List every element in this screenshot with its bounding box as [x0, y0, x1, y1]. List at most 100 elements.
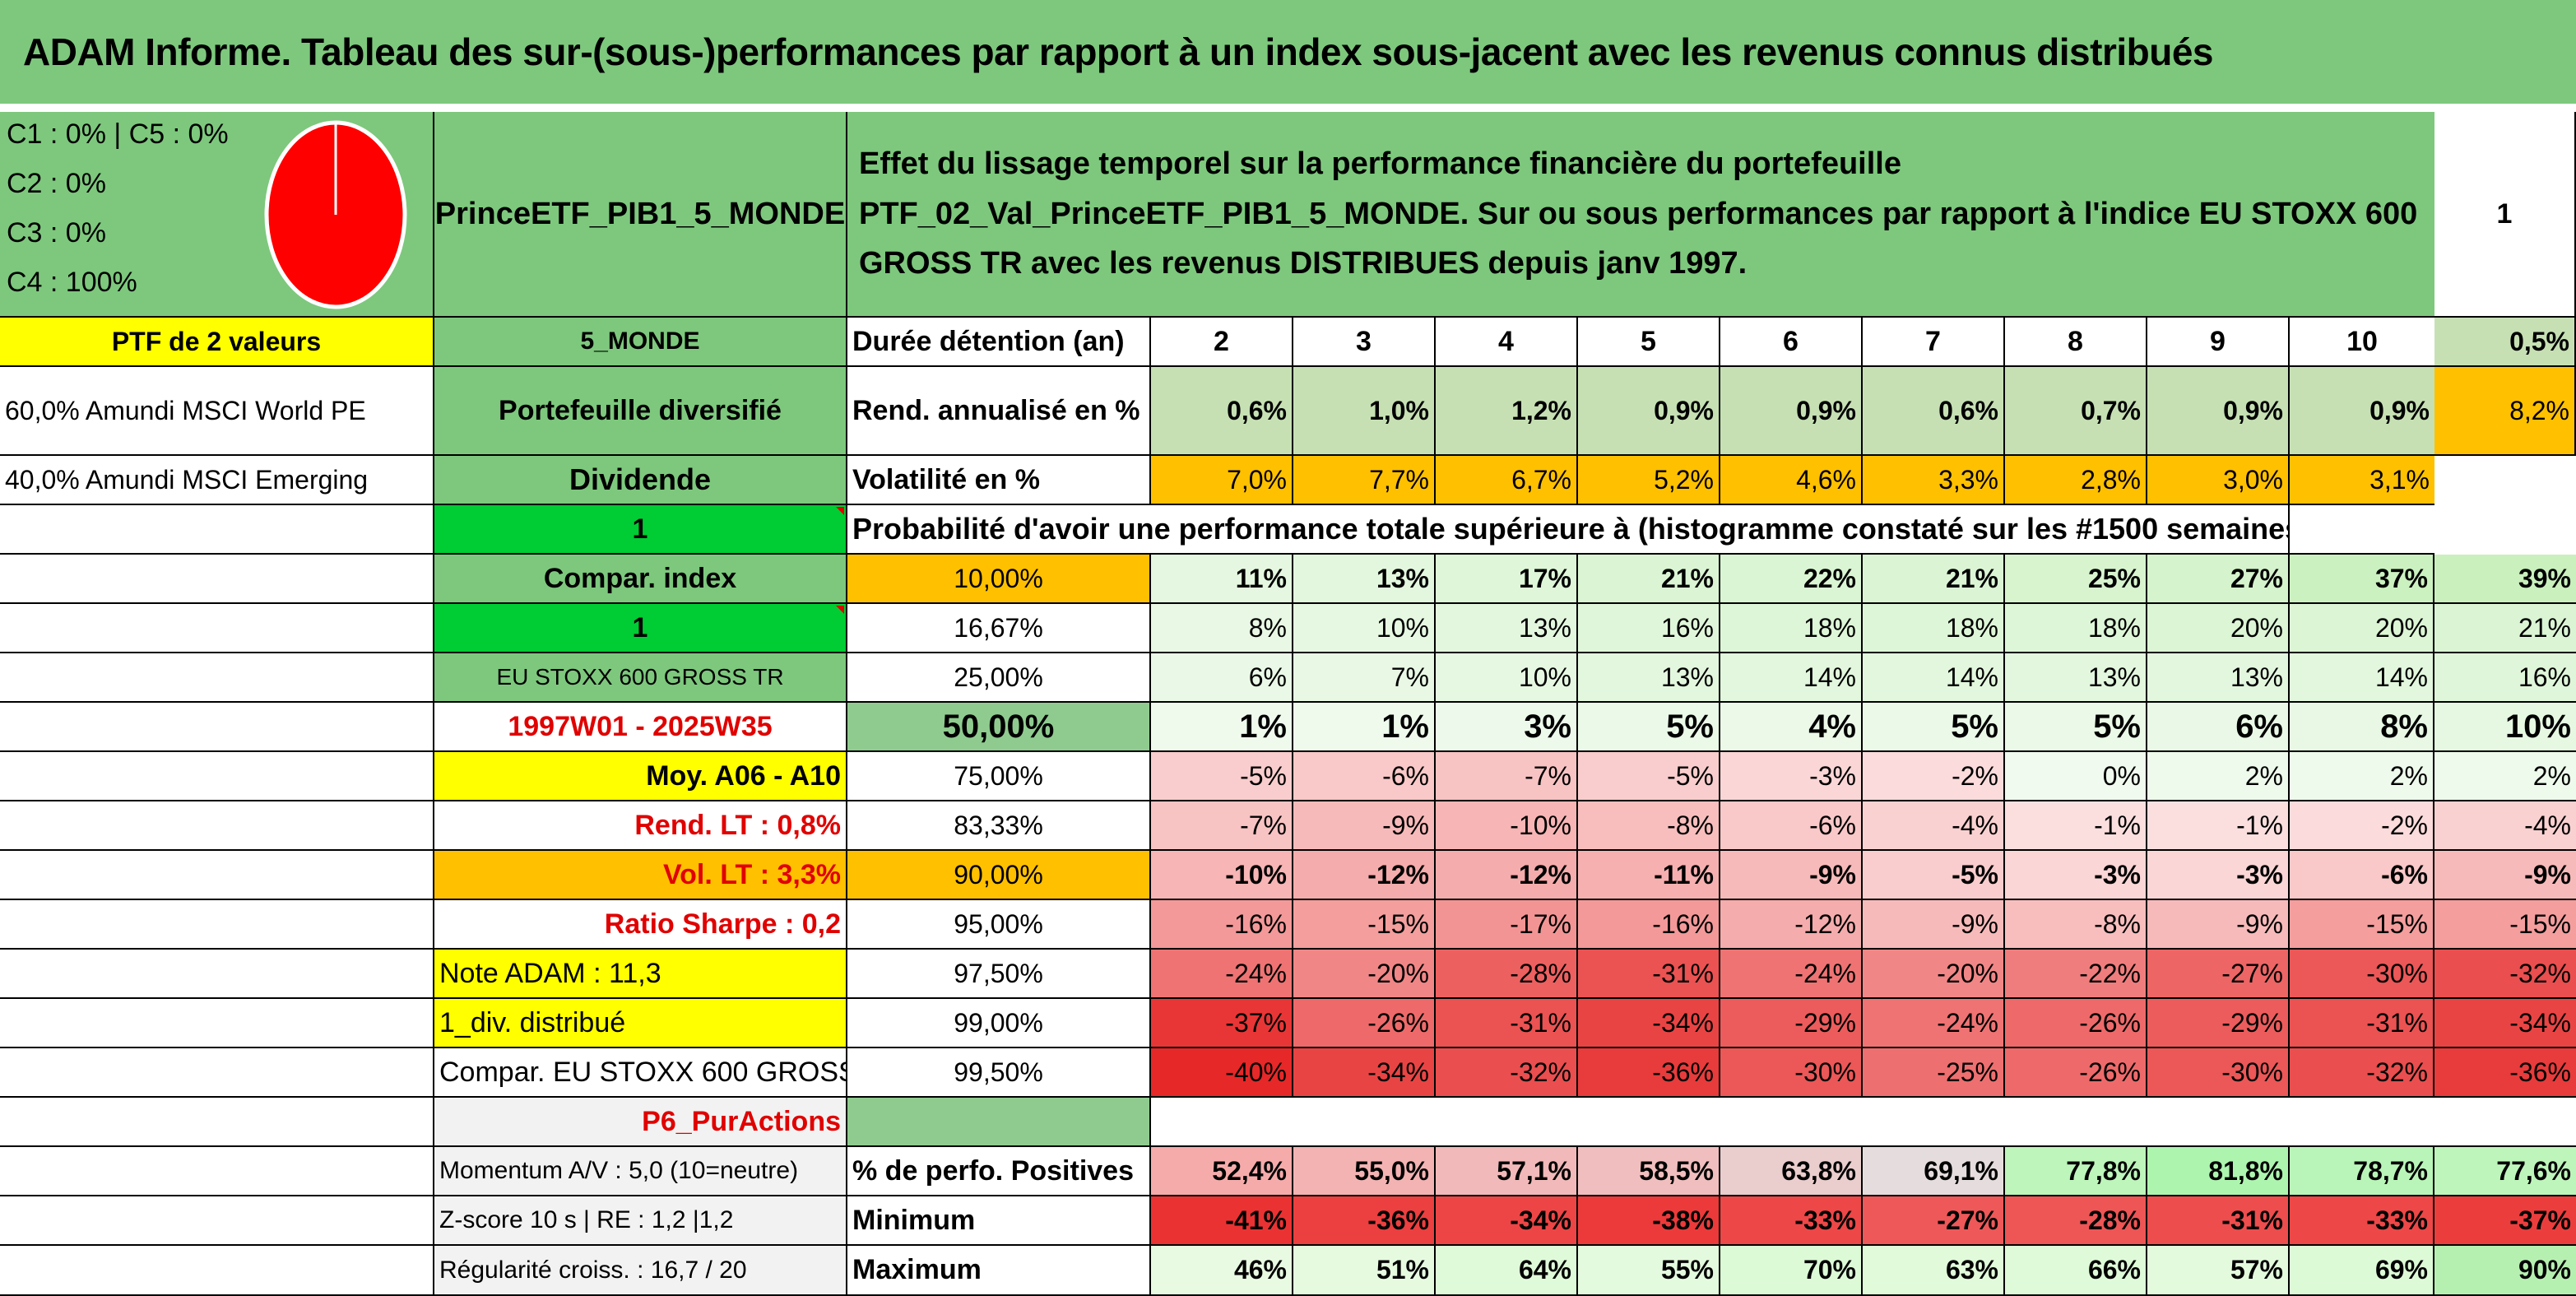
prob-cell: 14% [1863, 653, 2005, 703]
index-choice-1: 1 [434, 505, 847, 555]
left-blank [0, 653, 434, 703]
rend-cell: 0,6% [1863, 367, 2005, 456]
min-cell: -34% [1436, 1196, 1578, 1246]
max-cell: 46% [1151, 1246, 1293, 1296]
max-cell: 70% [1720, 1246, 1863, 1296]
prob-cell: 10% [2434, 703, 2576, 752]
vol-lt-label: Vol. LT : 3,3% [434, 851, 847, 900]
left-blank [0, 1246, 434, 1296]
prob-cell: -20% [1863, 950, 2005, 999]
year-cell: 1 [2434, 112, 2576, 318]
rend-cell: 0,9% [1720, 367, 1863, 456]
prob-header-blank [2290, 505, 2434, 555]
prob-cell: -24% [1863, 999, 2005, 1048]
prob-cell: -30% [1720, 1048, 1863, 1098]
pos-cell: 78,7% [2290, 1147, 2434, 1196]
prob-threshold: 99,00% [847, 999, 1151, 1048]
prob-threshold: 10,00% [847, 555, 1151, 604]
prob-cell: 16% [1578, 604, 1720, 653]
min-cell: -31% [2147, 1196, 2290, 1246]
vol-cell: 7,0% [1151, 456, 1293, 505]
prob-cell: -12% [1436, 851, 1578, 900]
prob-cell: -25% [1863, 1048, 2005, 1098]
title-separator [0, 104, 2576, 112]
left-blank [0, 851, 434, 900]
prob-cell: -16% [1151, 900, 1293, 950]
min-cell: -36% [1293, 1196, 1436, 1246]
moy-label: Moy. A06 - A10 [434, 752, 847, 801]
table-description: Effet du lissage temporel sur la perform… [847, 112, 2434, 318]
prob-cell: 18% [1863, 604, 2005, 653]
prob-cell: 1% [1151, 703, 1293, 752]
pos-label: % de perfo. Positives [847, 1147, 1151, 1196]
prob-cell: 13% [1436, 604, 1578, 653]
min-label: Minimum [847, 1196, 1151, 1246]
prob-cell: 39% [2434, 555, 2576, 604]
prob-threshold: 83,33% [847, 801, 1151, 851]
min-cell: -37% [2434, 1196, 2576, 1246]
year-cell: 2 [1151, 318, 1293, 367]
prob-cell: 20% [2290, 604, 2434, 653]
prob-cell: -9% [1863, 900, 2005, 950]
min-cell: -28% [2005, 1196, 2147, 1246]
p6-label: P6_PurActions [434, 1098, 847, 1147]
vol-cell: 8,2% [2434, 367, 2576, 456]
prob-cell: -3% [1720, 752, 1863, 801]
year-cell: 4 [1436, 318, 1578, 367]
prob-cell: -29% [2147, 999, 2290, 1048]
rend-cell: 0,7% [2005, 367, 2147, 456]
vol-cell: 3,3% [1863, 456, 2005, 505]
pos-cell: 63,8% [1720, 1147, 1863, 1196]
prob-cell: 0% [2005, 752, 2147, 801]
prob-cell: 13% [1578, 653, 1720, 703]
year-cell: 10 [2290, 318, 2434, 367]
prob-cell: -9% [2147, 900, 2290, 950]
prob-cell: -34% [1578, 999, 1720, 1048]
prob-cell: -31% [1578, 950, 1720, 999]
prob-cell: -26% [2005, 999, 2147, 1048]
prob-cell: -4% [2434, 801, 2576, 851]
prob-cell: -20% [1293, 950, 1436, 999]
prob-cell: 8% [1151, 604, 1293, 653]
p6-row-blank [1151, 1098, 2576, 1147]
prob-cell: 14% [2290, 653, 2434, 703]
index-choice-2: 1 [434, 604, 847, 653]
revenue-type: Dividende [434, 456, 847, 505]
rend-cell: 0,6% [1151, 367, 1293, 456]
prob-cell: -9% [1720, 851, 1863, 900]
prob-cell: -8% [2005, 900, 2147, 950]
sharpe-label: Ratio Sharpe : 0,2 [434, 900, 847, 950]
prob-cell: -40% [1151, 1048, 1293, 1098]
prob-cell: -37% [1151, 999, 1293, 1048]
portfolio-type: Portefeuille diversifié [434, 367, 847, 456]
vol-cell: 4,6% [1720, 456, 1863, 505]
left-blank [0, 1098, 434, 1147]
left-blank [0, 703, 434, 752]
min-cell: -33% [2290, 1196, 2434, 1246]
max-cell: 57% [2147, 1246, 2290, 1296]
pos-cell: 52,4% [1151, 1147, 1293, 1196]
prob-cell: 10% [1436, 653, 1578, 703]
prob-cell: 17% [1436, 555, 1578, 604]
left-blank [0, 950, 434, 999]
prob-cell: 6% [1151, 653, 1293, 703]
rend-cell: 0,9% [2290, 367, 2434, 456]
prob-cell: 10% [1293, 604, 1436, 653]
prob-cell: -34% [2434, 999, 2576, 1048]
rend-label: Rend. annualisé en % [847, 367, 1151, 456]
prob-cell: 20% [2147, 604, 2290, 653]
prob-left-blank [0, 505, 434, 555]
prob-threshold: 99,50% [847, 1048, 1151, 1098]
prob-cell: 21% [1578, 555, 1720, 604]
period-label: 1997W01 - 2025W35 [434, 703, 847, 752]
prob-cell: -3% [2005, 851, 2147, 900]
prob-cell: 13% [1293, 555, 1436, 604]
compar-index-label: Compar. index [434, 555, 847, 604]
prob-cell: -10% [1151, 851, 1293, 900]
prob-cell: 8% [2290, 703, 2434, 752]
prob-cell: 6% [2147, 703, 2290, 752]
prob-cell: -16% [1578, 900, 1720, 950]
pos-cell: 77,6% [2434, 1147, 2576, 1196]
pos-cell: 58,5% [1578, 1147, 1720, 1196]
prob-cell: -34% [1293, 1048, 1436, 1098]
